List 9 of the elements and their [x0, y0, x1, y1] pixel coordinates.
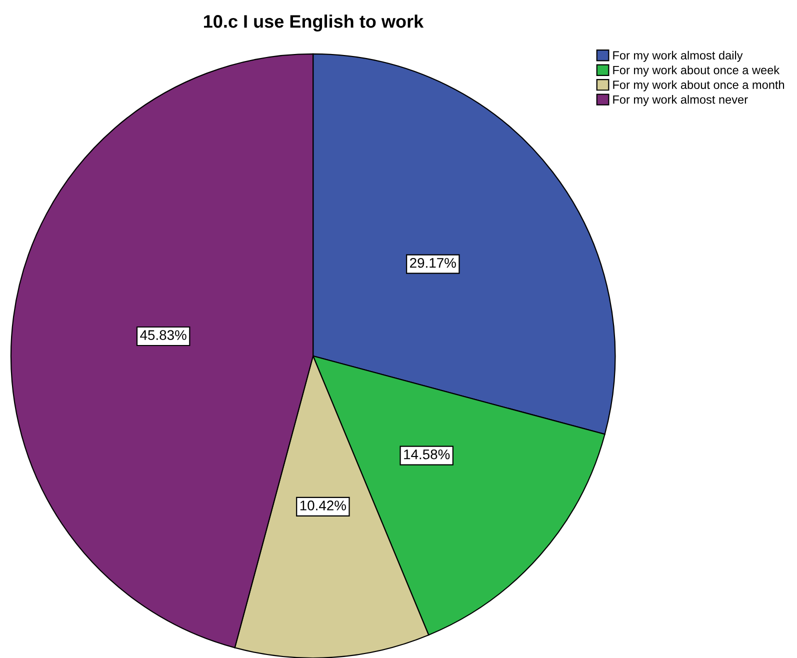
data-label: 10.42% — [300, 500, 346, 510]
legend-label: For my work almost never — [613, 95, 748, 106]
data-label: 29.17% — [410, 258, 456, 268]
legend-label: For my work about once a week — [613, 66, 780, 77]
chart-title: 10.c I use English to work — [204, 14, 424, 32]
legend-label: For my work about once a month — [613, 80, 784, 92]
data-label: 45.83% — [140, 330, 186, 340]
data-label: 14.58% — [404, 449, 450, 460]
legend-label: For my work almost daily — [613, 50, 743, 62]
